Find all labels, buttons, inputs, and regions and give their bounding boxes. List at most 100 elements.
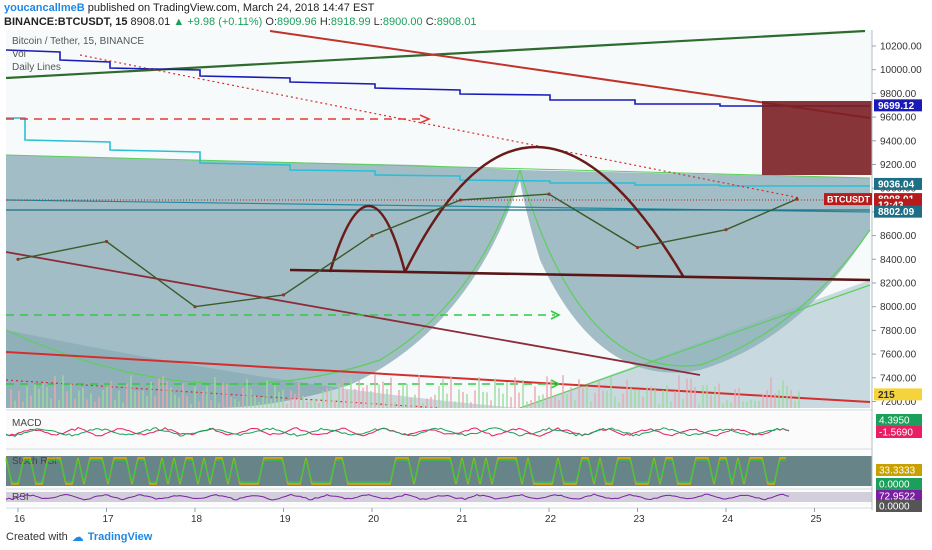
volume-bar (98, 396, 100, 408)
volume-bar (422, 402, 424, 408)
volume-bar (78, 390, 80, 408)
volume-bar (498, 387, 500, 408)
volume-bar (438, 386, 440, 408)
volume-bar (466, 394, 468, 408)
big-arc (403, 145, 685, 277)
y-tick-label: 10200.00 (880, 42, 922, 53)
y-axis: 10200.00 10000.00 9800.00 9600.00 9400.00 920… (872, 42, 922, 408)
volume-bar (246, 378, 248, 408)
legend-title: Bitcoin / Tether, 15, BINANCE (12, 36, 144, 47)
volume-bar (742, 401, 744, 408)
volume-bar (394, 402, 396, 408)
volume-bar (298, 382, 300, 408)
volume-bar (138, 390, 140, 408)
volume-bar (402, 384, 404, 408)
volume-bar (110, 381, 112, 408)
price-point (193, 305, 197, 309)
price-candles (16, 192, 799, 309)
volume-bar (70, 383, 72, 408)
volume-bar (434, 394, 436, 408)
volume-bar (286, 403, 288, 408)
y-tick-label: 8400.00 (880, 255, 917, 266)
volume-bar (38, 389, 40, 408)
volume-bar (290, 390, 292, 408)
volume-bar (26, 386, 28, 408)
volume-bar (218, 403, 220, 408)
volume-bar (282, 389, 284, 408)
volume-bar (190, 403, 192, 408)
volume-bar (486, 392, 488, 408)
green-arrow-head-2 (550, 379, 561, 389)
volume-bar (554, 395, 556, 408)
volume-bar (346, 390, 348, 408)
x-tick-label: 19 (280, 514, 292, 525)
close-value: 8908.01 (436, 16, 477, 28)
volume-bar (170, 387, 172, 408)
y-tick-label: 9800.00 (880, 89, 917, 100)
volume-bar (766, 390, 768, 408)
macd-value-badge (876, 414, 922, 426)
volume-bar (646, 386, 648, 408)
volume-bar (270, 399, 272, 408)
price-badge-text: 215 (878, 390, 895, 401)
price-point (16, 257, 20, 261)
volume-bar (718, 383, 720, 408)
red-channel-bottom (6, 351, 871, 403)
price-badge (874, 205, 922, 218)
volume-bar (306, 401, 308, 408)
price-badge-text: 9699.12 (878, 101, 915, 112)
symbol-label: BINANCE:BTCUSDT, 15 (4, 16, 128, 28)
green-top-line (6, 154, 871, 179)
volume-bar (62, 375, 64, 408)
volume-bar (458, 389, 460, 408)
author-link[interactable]: youcancallmeB (4, 2, 85, 14)
rsi-label: RSI (12, 492, 29, 503)
open-value: 8909.96 (277, 16, 317, 28)
volume-bar (610, 377, 612, 408)
volume-bar (42, 383, 44, 408)
volume-bar (658, 403, 660, 408)
volume-bar (230, 397, 232, 408)
volume-bar (202, 390, 204, 408)
volume-bar (722, 403, 724, 408)
price-series-line (17, 193, 798, 308)
blue-step-line (6, 49, 870, 107)
volume-bar (622, 393, 624, 408)
volume-bar (234, 398, 236, 408)
volume-bar (442, 379, 444, 408)
volume-bar (330, 388, 332, 408)
volume-bar (542, 394, 544, 408)
tradingview-brand[interactable]: TradingView (87, 531, 153, 543)
volume-bar (578, 379, 580, 408)
volume-bar (670, 401, 672, 408)
x-axis: 16 17 18 19 20 21 22 23 24 25 (14, 508, 822, 525)
volume-bar (370, 390, 372, 408)
high-value: 8918.99 (330, 16, 371, 28)
volume-bar (142, 390, 144, 408)
volume-bar (102, 389, 104, 408)
volume-bar (762, 394, 764, 408)
volume-bar (418, 375, 420, 408)
volume-bar (314, 398, 316, 408)
volume-bar (478, 376, 480, 408)
volume-bar (730, 402, 732, 408)
volume-bar (758, 400, 760, 408)
resistance-box (762, 101, 872, 175)
volume-bar (46, 387, 48, 408)
small-arc (328, 205, 407, 273)
volume-bar (686, 378, 688, 408)
volume-bar (614, 396, 616, 408)
volume-bar (90, 393, 92, 408)
volume-bar (698, 403, 700, 408)
rsi-value-badge (876, 500, 922, 512)
volume-bar (590, 401, 592, 408)
volume-bar (534, 386, 536, 408)
volume-bar (414, 394, 416, 408)
volume-bar (602, 390, 604, 408)
volume-bar (522, 379, 524, 408)
volume-bar (430, 397, 432, 408)
volume-bar (502, 393, 504, 408)
volume-bar (350, 377, 352, 408)
volume-bar (450, 377, 452, 408)
